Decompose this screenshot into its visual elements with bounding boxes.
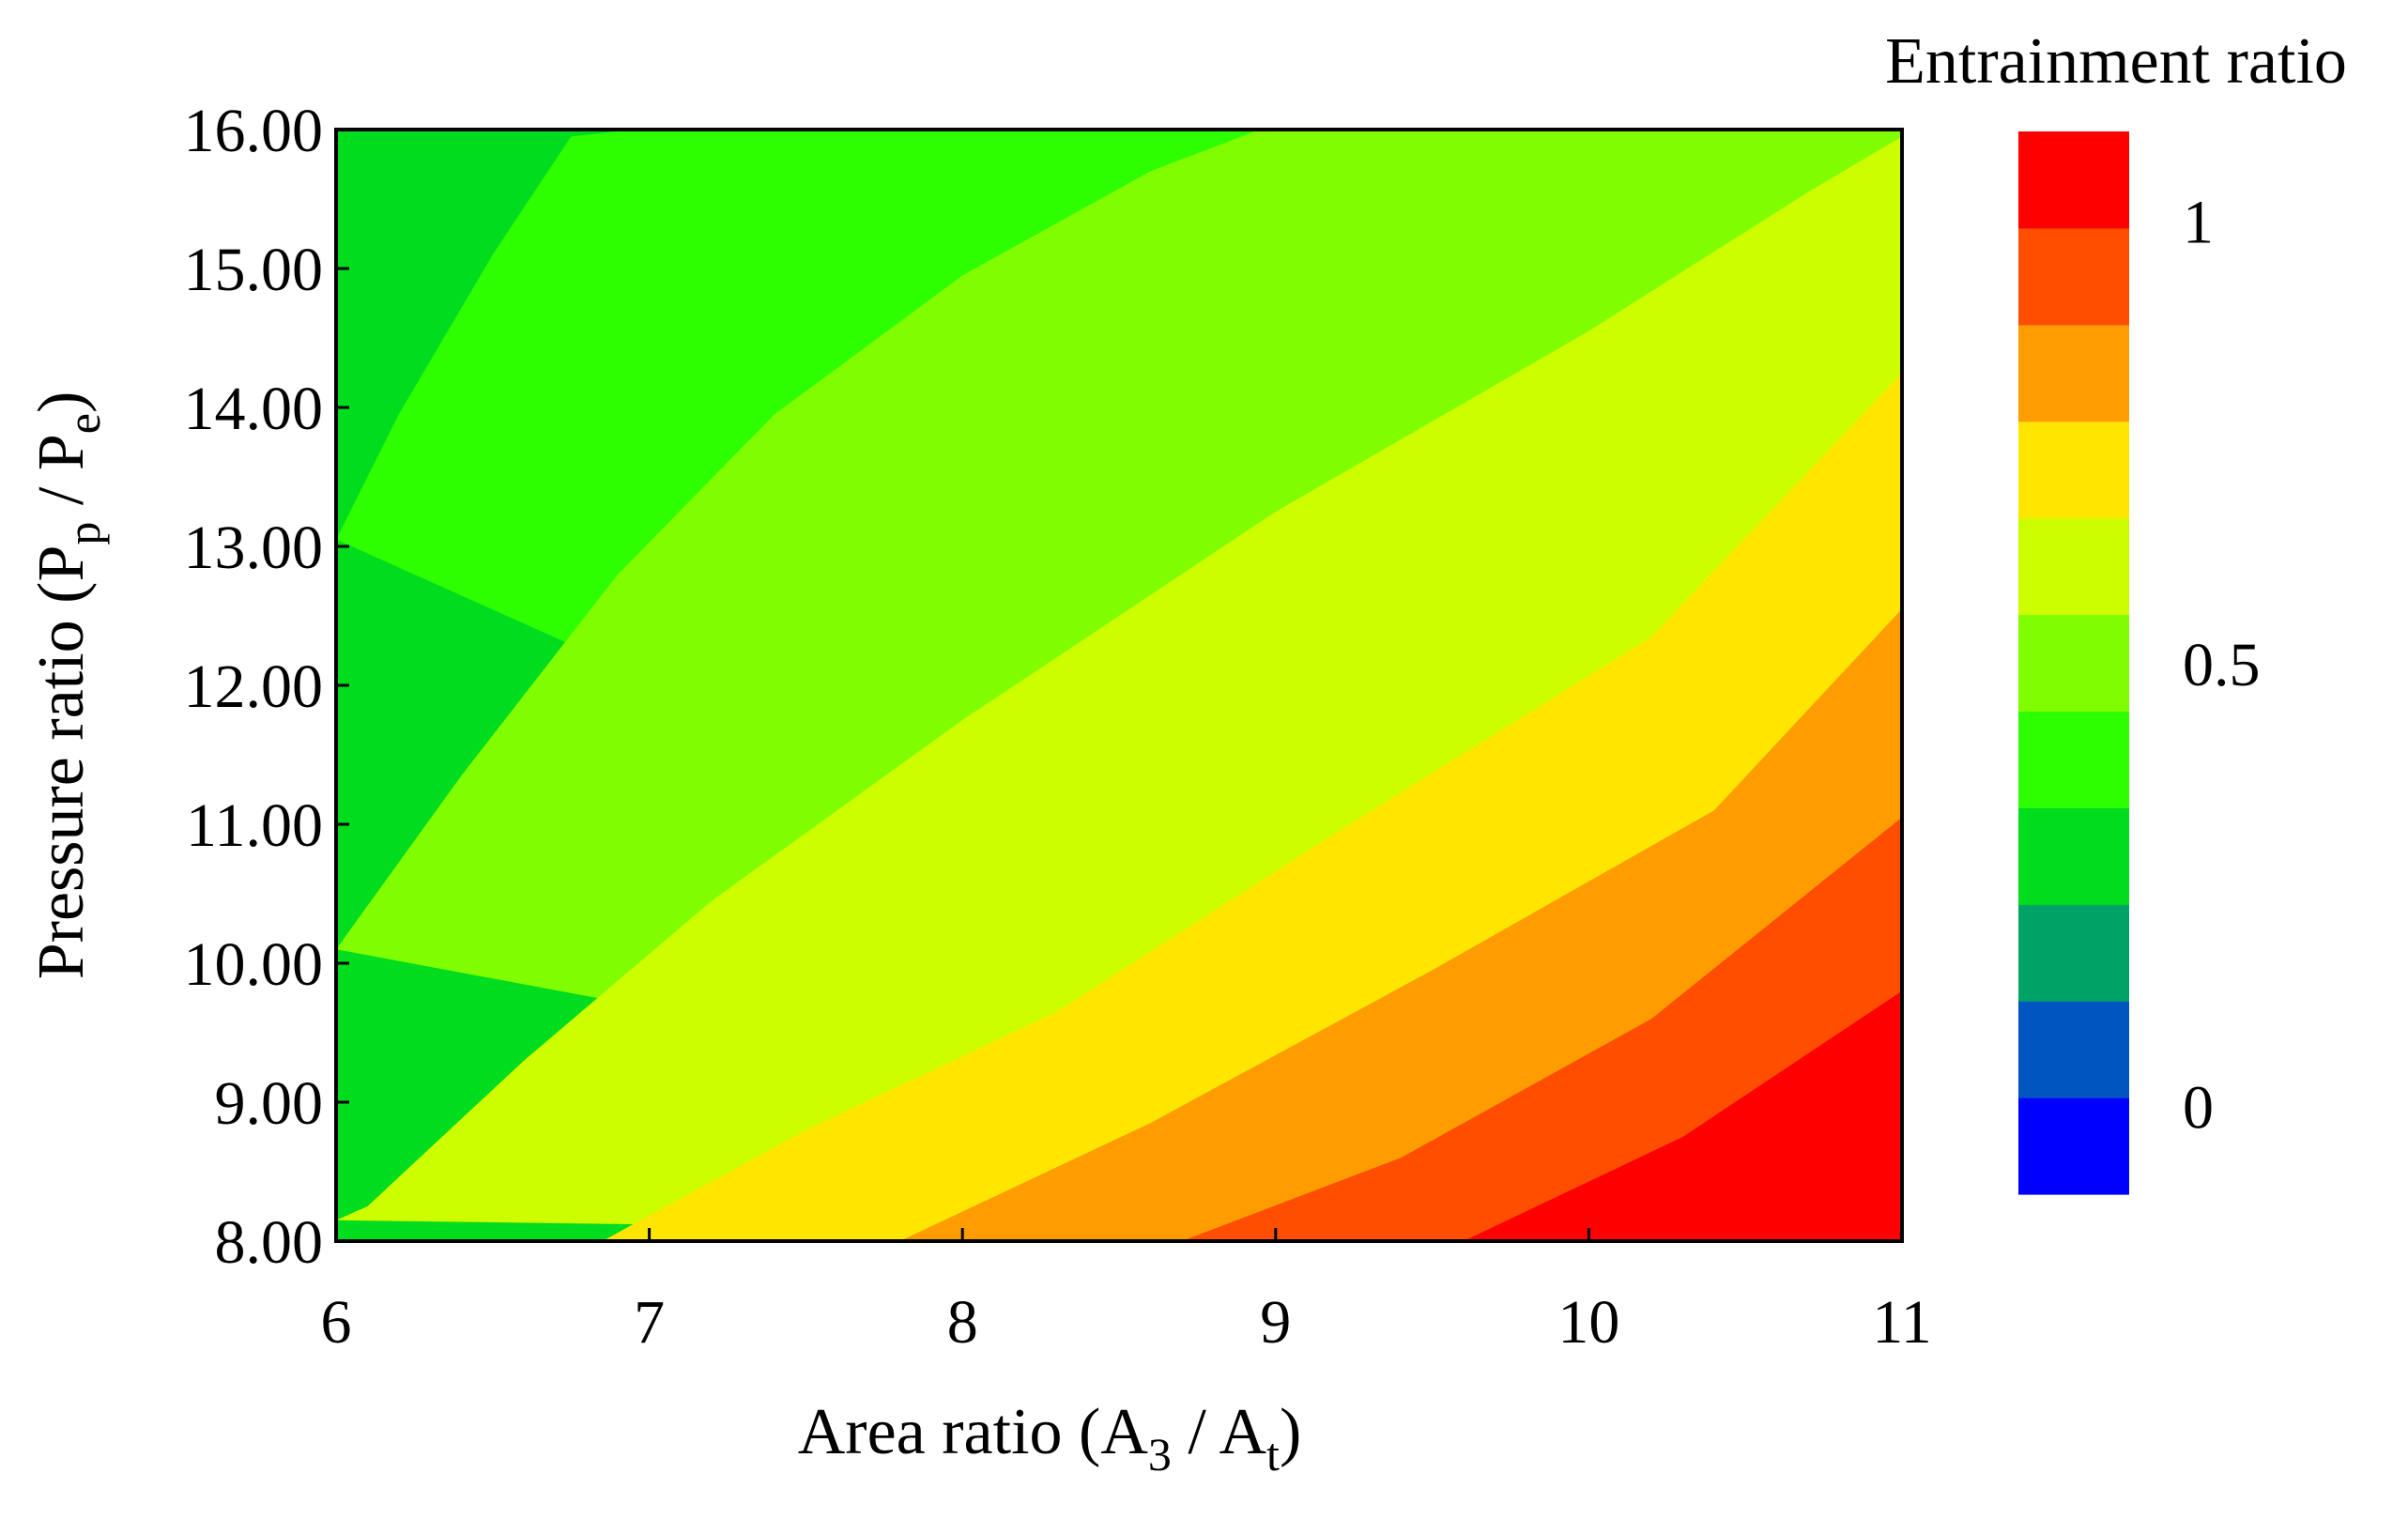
y-tick-label: 8.00 — [215, 1208, 324, 1277]
x-axis-label: Area ratio (A3 / At) — [798, 1396, 1302, 1481]
x-tick-label: 6 — [321, 1288, 352, 1357]
colorbar-swatch — [2018, 227, 2129, 326]
contour-fill-bands — [336, 130, 1902, 1241]
x-tick-label: 11 — [1872, 1288, 1932, 1357]
y-tick-label: 10.00 — [184, 930, 324, 999]
y-tick-label: 11.00 — [186, 791, 323, 860]
contour-band-0-9 — [1464, 990, 1902, 1241]
x-tick-label: 10 — [1557, 1288, 1619, 1357]
colorbar-tick-label: 1 — [2183, 188, 2214, 256]
x-axis: 6 7 8 9 10 11 — [321, 1228, 1932, 1357]
colorbar-swatch — [2018, 1097, 2129, 1195]
colorbar-swatch — [2018, 711, 2129, 808]
colorbar-swatch — [2018, 1001, 2129, 1098]
colorbar-swatch — [2018, 614, 2129, 712]
x-tick-label: 9 — [1260, 1288, 1291, 1357]
colorbar-swatch — [2018, 904, 2129, 1002]
y-axis-label: Pressure ratio (Pp / Pe) — [25, 391, 110, 980]
colorbar-tick-label: 0.5 — [2183, 631, 2261, 699]
contour-band-1 — [1729, 1150, 1902, 1241]
colorbar-swatch — [2018, 131, 2129, 229]
x-tick-label: 8 — [947, 1288, 978, 1357]
colorbar-swatch — [2018, 807, 2129, 905]
x-tick-label: 7 — [634, 1288, 665, 1357]
y-tick-label: 15.00 — [184, 236, 324, 304]
colorbar-swatch — [2018, 421, 2129, 519]
y-tick-label: 12.00 — [184, 652, 324, 721]
y-tick-label: 13.00 — [184, 514, 324, 582]
colorbar-swatch — [2018, 517, 2129, 616]
y-tick-label: 14.00 — [184, 375, 324, 443]
y-tick-label: 16.00 — [184, 97, 324, 165]
colorbar-title: Entrainment ratio — [1885, 25, 2347, 98]
y-axis: 8.00 9.00 10.00 11.00 12.00 13.00 14.00 15.00 16… — [184, 97, 349, 1277]
colorbar-swatch — [2018, 324, 2129, 422]
y-tick-label: 9.00 — [215, 1069, 324, 1138]
colorbar: 10.50 — [2018, 131, 2261, 1195]
colorbar-tick-label: 0 — [2183, 1074, 2214, 1143]
